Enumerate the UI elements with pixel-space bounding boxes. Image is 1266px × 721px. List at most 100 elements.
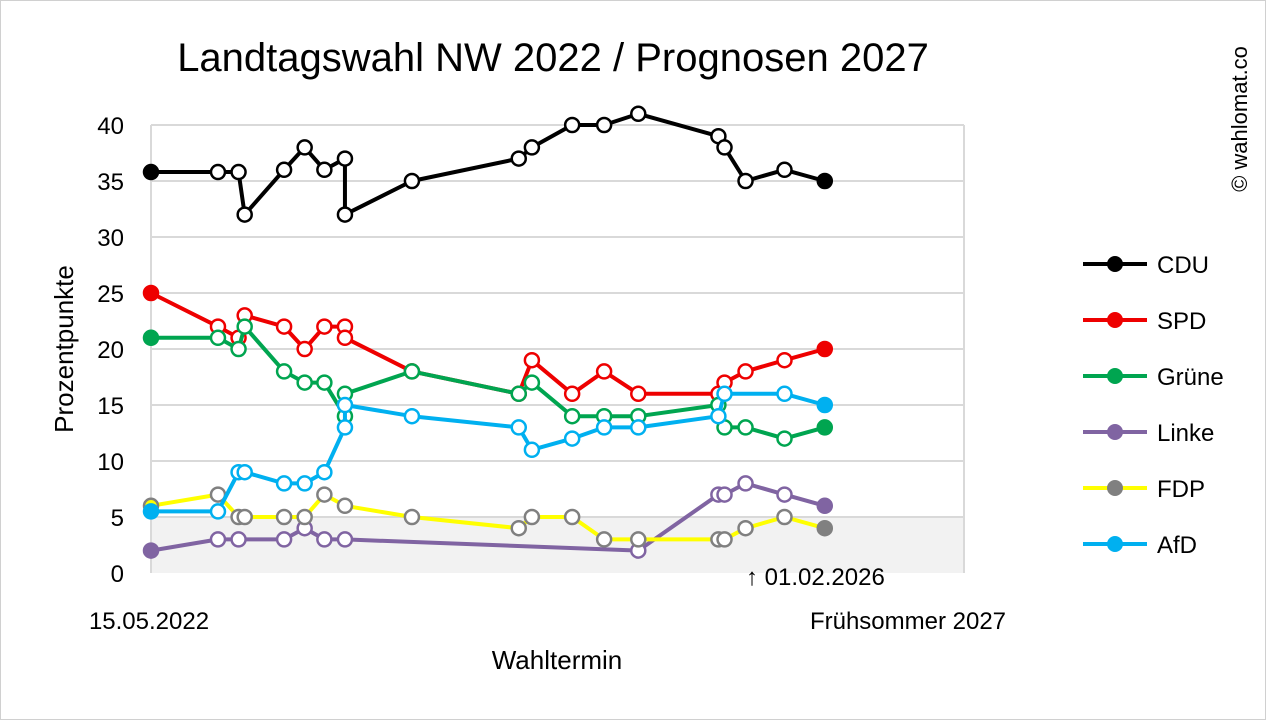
point-cdu-3 bbox=[236, 206, 253, 223]
point-cdu-8 bbox=[336, 206, 354, 223]
point-gruene-5 bbox=[296, 374, 313, 391]
point-afd-7 bbox=[336, 419, 354, 436]
point-spd-8 bbox=[336, 329, 354, 347]
legend-marker-fdp bbox=[1107, 480, 1123, 496]
legend-label-linke: Linke bbox=[1157, 420, 1214, 447]
point-linke-2 bbox=[230, 531, 247, 548]
ytick-30: 30 bbox=[97, 225, 124, 252]
point-afd-5 bbox=[296, 475, 313, 492]
point-cdu-11 bbox=[523, 139, 541, 156]
point-spd-5 bbox=[296, 340, 313, 358]
point-afd-0 bbox=[142, 503, 160, 520]
point-linke-11 bbox=[776, 486, 793, 503]
point-afd-1 bbox=[209, 503, 227, 520]
point-gruene-19 bbox=[816, 419, 834, 436]
point-spd-19 bbox=[816, 340, 834, 358]
point-gruene-6 bbox=[316, 374, 333, 391]
point-gruene-9 bbox=[403, 363, 421, 380]
point-fdp-16 bbox=[737, 519, 754, 537]
point-cdu-18 bbox=[776, 161, 793, 179]
point-gruene-10 bbox=[510, 385, 528, 403]
point-gruene-2 bbox=[230, 340, 247, 358]
ytick-5: 5 bbox=[111, 505, 124, 532]
point-fdp-10 bbox=[523, 508, 541, 526]
ytick-20: 20 bbox=[97, 337, 124, 364]
point-spd-13 bbox=[595, 363, 613, 380]
point-spd-18 bbox=[776, 351, 793, 369]
point-afd-8 bbox=[336, 396, 354, 414]
legend-label-spd: SPD bbox=[1157, 308, 1206, 335]
point-fdp-9 bbox=[510, 519, 528, 537]
legend-marker-cdu bbox=[1107, 256, 1123, 272]
legend-label-afd: AfD bbox=[1157, 532, 1197, 559]
point-linke-6 bbox=[336, 531, 354, 548]
point-linke-9 bbox=[716, 486, 733, 503]
point-afd-10 bbox=[510, 419, 528, 436]
point-cdu-9 bbox=[403, 172, 421, 190]
point-cdu-6 bbox=[316, 161, 333, 179]
point-spd-4 bbox=[275, 318, 293, 335]
watermark: © wahlomat.co bbox=[1227, 46, 1252, 192]
point-afd-4 bbox=[275, 475, 293, 492]
legend-marker-gruene bbox=[1107, 368, 1123, 384]
x-start-label: 15.05.2022 bbox=[89, 608, 209, 635]
point-linke-1 bbox=[209, 531, 227, 548]
point-afd-9 bbox=[403, 407, 421, 425]
point-linke-12 bbox=[816, 497, 834, 515]
legend-label-gruene: Grüne bbox=[1157, 364, 1224, 391]
point-afd-18 bbox=[816, 396, 834, 414]
legend-label-cdu: CDU bbox=[1157, 252, 1209, 279]
point-cdu-12 bbox=[563, 116, 581, 134]
point-spd-6 bbox=[316, 318, 333, 335]
point-cdu-5 bbox=[296, 139, 313, 156]
point-cdu-13 bbox=[595, 116, 613, 134]
point-cdu-14 bbox=[630, 105, 647, 123]
chart-title: Landtagswahl NW 2022 / Prognosen 2027 bbox=[177, 36, 929, 80]
series-line-cdu bbox=[151, 111, 826, 217]
point-linke-3 bbox=[275, 531, 293, 548]
point-spd-17 bbox=[737, 363, 754, 380]
point-fdp-15 bbox=[716, 531, 733, 548]
point-fdp-8 bbox=[403, 508, 421, 526]
x-end-label: Frühsommer 2027 bbox=[810, 608, 1006, 635]
ytick-25: 25 bbox=[97, 281, 124, 308]
point-cdu-1 bbox=[209, 163, 227, 181]
legend-marker-spd bbox=[1107, 312, 1123, 328]
point-fdp-11 bbox=[563, 508, 581, 526]
point-afd-11 bbox=[523, 441, 541, 459]
point-gruene-12 bbox=[563, 407, 581, 425]
point-gruene-0 bbox=[142, 329, 160, 347]
point-gruene-18 bbox=[776, 430, 793, 447]
point-linke-10 bbox=[737, 475, 754, 492]
point-cdu-17 bbox=[737, 172, 754, 190]
point-afd-14 bbox=[630, 419, 647, 436]
point-fdp-6 bbox=[316, 486, 333, 503]
legend-marker-linke bbox=[1107, 424, 1123, 440]
point-spd-12 bbox=[563, 385, 581, 403]
point-fdp-18 bbox=[816, 519, 834, 537]
point-cdu-16 bbox=[716, 139, 733, 156]
legend-label-fdp: FDP bbox=[1157, 476, 1205, 503]
point-fdp-12 bbox=[595, 531, 613, 548]
point-gruene-17 bbox=[737, 419, 754, 436]
x-axis-label: Wahltermin bbox=[492, 645, 623, 675]
ytick-40: 40 bbox=[97, 113, 124, 140]
point-fdp-7 bbox=[336, 497, 354, 515]
point-afd-17 bbox=[776, 385, 793, 403]
point-spd-0 bbox=[142, 284, 160, 302]
y-axis-label: Prozentpunkte bbox=[49, 265, 79, 433]
point-gruene-3 bbox=[236, 318, 253, 335]
point-fdp-17 bbox=[776, 508, 793, 526]
point-cdu-19 bbox=[816, 172, 834, 190]
ytick-0: 0 bbox=[111, 561, 124, 588]
point-cdu-10 bbox=[510, 150, 528, 167]
point-gruene-11 bbox=[523, 374, 541, 391]
point-spd-14 bbox=[630, 385, 647, 403]
point-afd-13 bbox=[595, 419, 613, 436]
point-cdu-7 bbox=[336, 150, 354, 167]
ytick-10: 10 bbox=[97, 449, 124, 476]
point-fdp-4 bbox=[275, 508, 293, 526]
annotation-date: ↑ 01.02.2026 bbox=[746, 564, 885, 591]
point-gruene-1 bbox=[209, 329, 227, 347]
